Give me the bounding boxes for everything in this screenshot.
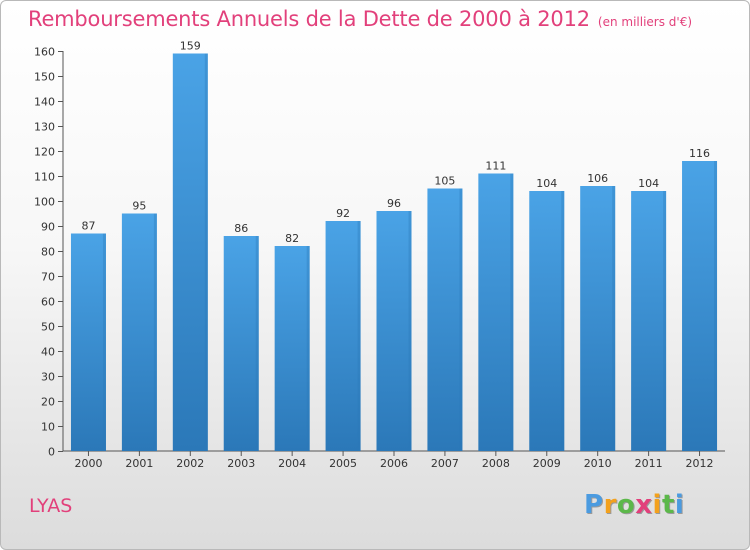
bar-2007 [427, 188, 463, 451]
bar-2010 [580, 186, 616, 451]
x-tick-label: 2001 [125, 457, 153, 470]
bar-edge [255, 236, 259, 451]
logo-letter: o [616, 490, 636, 520]
x-tick-label: 2000 [74, 457, 102, 470]
bar-value-label: 104 [536, 177, 557, 190]
bar-2011 [631, 191, 667, 451]
x-tick-label: 2002 [176, 457, 204, 470]
y-tick-label: 70 [41, 271, 55, 284]
chart-title: Remboursements Annuels de la Dette de 20… [28, 7, 590, 31]
bar-value-label: 111 [485, 160, 506, 173]
y-tick-label: 120 [34, 146, 55, 159]
bar-2005 [325, 221, 361, 451]
x-tick-label: 2012 [686, 457, 714, 470]
x-tick-label: 2006 [380, 457, 408, 470]
bar-value-label: 92 [336, 207, 350, 220]
y-tick-label: 150 [34, 71, 55, 84]
x-tick-label: 2003 [227, 457, 255, 470]
bar-edge [204, 53, 208, 451]
bar-edge [102, 233, 106, 451]
bar-edge [153, 213, 157, 451]
y-tick-label: 30 [41, 371, 55, 384]
y-tick-label: 80 [41, 246, 55, 259]
y-tick-label: 100 [34, 196, 55, 209]
bar-2002 [172, 53, 208, 451]
x-tick-label: 2007 [431, 457, 459, 470]
bar-edge [408, 211, 412, 451]
logo-letter: t [661, 490, 675, 520]
bar-value-label: 159 [180, 40, 201, 53]
bar-edge [510, 173, 514, 451]
y-tick-label: 0 [48, 446, 55, 459]
bar-2006 [376, 211, 412, 451]
y-tick-label: 20 [41, 396, 55, 409]
proxiti-logo: Proxiti [584, 490, 684, 520]
y-tick-label: 50 [41, 321, 55, 334]
logo-letter: r [603, 490, 617, 520]
bar-2012 [682, 161, 718, 451]
x-tick-label: 2010 [584, 457, 612, 470]
bar-value-label: 96 [387, 197, 401, 210]
y-tick-label: 60 [41, 296, 55, 309]
bar-2008 [478, 173, 514, 451]
bar-edge [357, 221, 361, 451]
logo-letter: i [674, 490, 685, 520]
y-tick-label: 10 [41, 421, 55, 434]
bar-edge [306, 246, 310, 451]
bar-2000 [70, 233, 106, 451]
bar-value-label: 95 [132, 200, 146, 213]
bar-value-label: 87 [81, 220, 95, 233]
bar-value-label: 106 [587, 172, 608, 185]
y-tick-label: 160 [34, 46, 55, 59]
logo-letter: P [584, 490, 604, 520]
bar-2004 [274, 246, 310, 451]
bar-value-label: 105 [434, 175, 455, 188]
x-tick-label: 2005 [329, 457, 357, 470]
x-tick-label: 2004 [278, 457, 306, 470]
y-tick-label: 110 [34, 171, 55, 184]
bar-edge [612, 186, 616, 451]
x-tick-label: 2009 [533, 457, 561, 470]
y-tick-label: 140 [34, 96, 55, 109]
bar-value-label: 82 [285, 232, 299, 245]
bar-edge [561, 191, 565, 451]
bar-2001 [121, 213, 157, 451]
logo-letter: x [635, 490, 653, 520]
x-tick-label: 2011 [635, 457, 663, 470]
bar-2009 [529, 191, 565, 451]
bar-value-label: 104 [638, 177, 659, 190]
bar-edge [459, 188, 463, 451]
bar-edge [714, 161, 718, 451]
bar-2003 [223, 236, 259, 451]
bar-value-label: 116 [689, 147, 710, 160]
logo-letter: i [652, 490, 662, 520]
y-tick-label: 130 [34, 121, 55, 134]
bar-value-label: 86 [234, 222, 248, 235]
commune-name: LYAS [29, 495, 73, 517]
x-tick-label: 2008 [482, 457, 510, 470]
bar-edge [663, 191, 667, 451]
y-tick-label: 40 [41, 346, 55, 359]
chart-title-row: Remboursements Annuels de la Dette de 20… [28, 7, 692, 31]
chart-subtitle: (en milliers d'€) [597, 15, 693, 29]
y-tick-label: 90 [41, 221, 55, 234]
